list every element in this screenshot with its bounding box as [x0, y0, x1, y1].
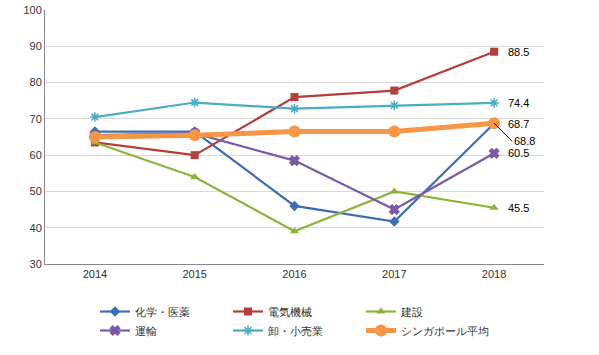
svg-text:2018: 2018 — [482, 268, 506, 280]
svg-text:74.4: 74.4 — [508, 97, 529, 109]
svg-text:50: 50 — [30, 185, 42, 197]
svg-text:70: 70 — [30, 113, 42, 125]
svg-text:68.8: 68.8 — [514, 135, 535, 147]
svg-text:60.5: 60.5 — [508, 147, 529, 159]
svg-text:60: 60 — [30, 149, 42, 161]
svg-text:建設: 建設 — [400, 306, 423, 318]
svg-text:2014: 2014 — [83, 268, 107, 280]
svg-text:運輸: 運輸 — [135, 325, 157, 337]
svg-text:40: 40 — [30, 222, 42, 234]
svg-text:卸・小売業: 卸・小売業 — [268, 325, 323, 337]
svg-text:電気機械: 電気機械 — [268, 306, 312, 318]
svg-text:2016: 2016 — [282, 268, 306, 280]
svg-text:100: 100 — [23, 4, 41, 16]
svg-text:2015: 2015 — [182, 268, 206, 280]
svg-text:2017: 2017 — [382, 268, 406, 280]
svg-text:30: 30 — [30, 258, 42, 270]
svg-text:シンガポール平均: シンガポール平均 — [401, 325, 489, 337]
svg-text:化学・医薬: 化学・医薬 — [135, 306, 190, 318]
svg-text:80: 80 — [30, 76, 42, 88]
svg-text:45.5: 45.5 — [508, 202, 529, 214]
svg-text:68.7: 68.7 — [508, 118, 529, 130]
svg-text:88.5: 88.5 — [508, 46, 529, 58]
svg-text:90: 90 — [30, 40, 42, 52]
